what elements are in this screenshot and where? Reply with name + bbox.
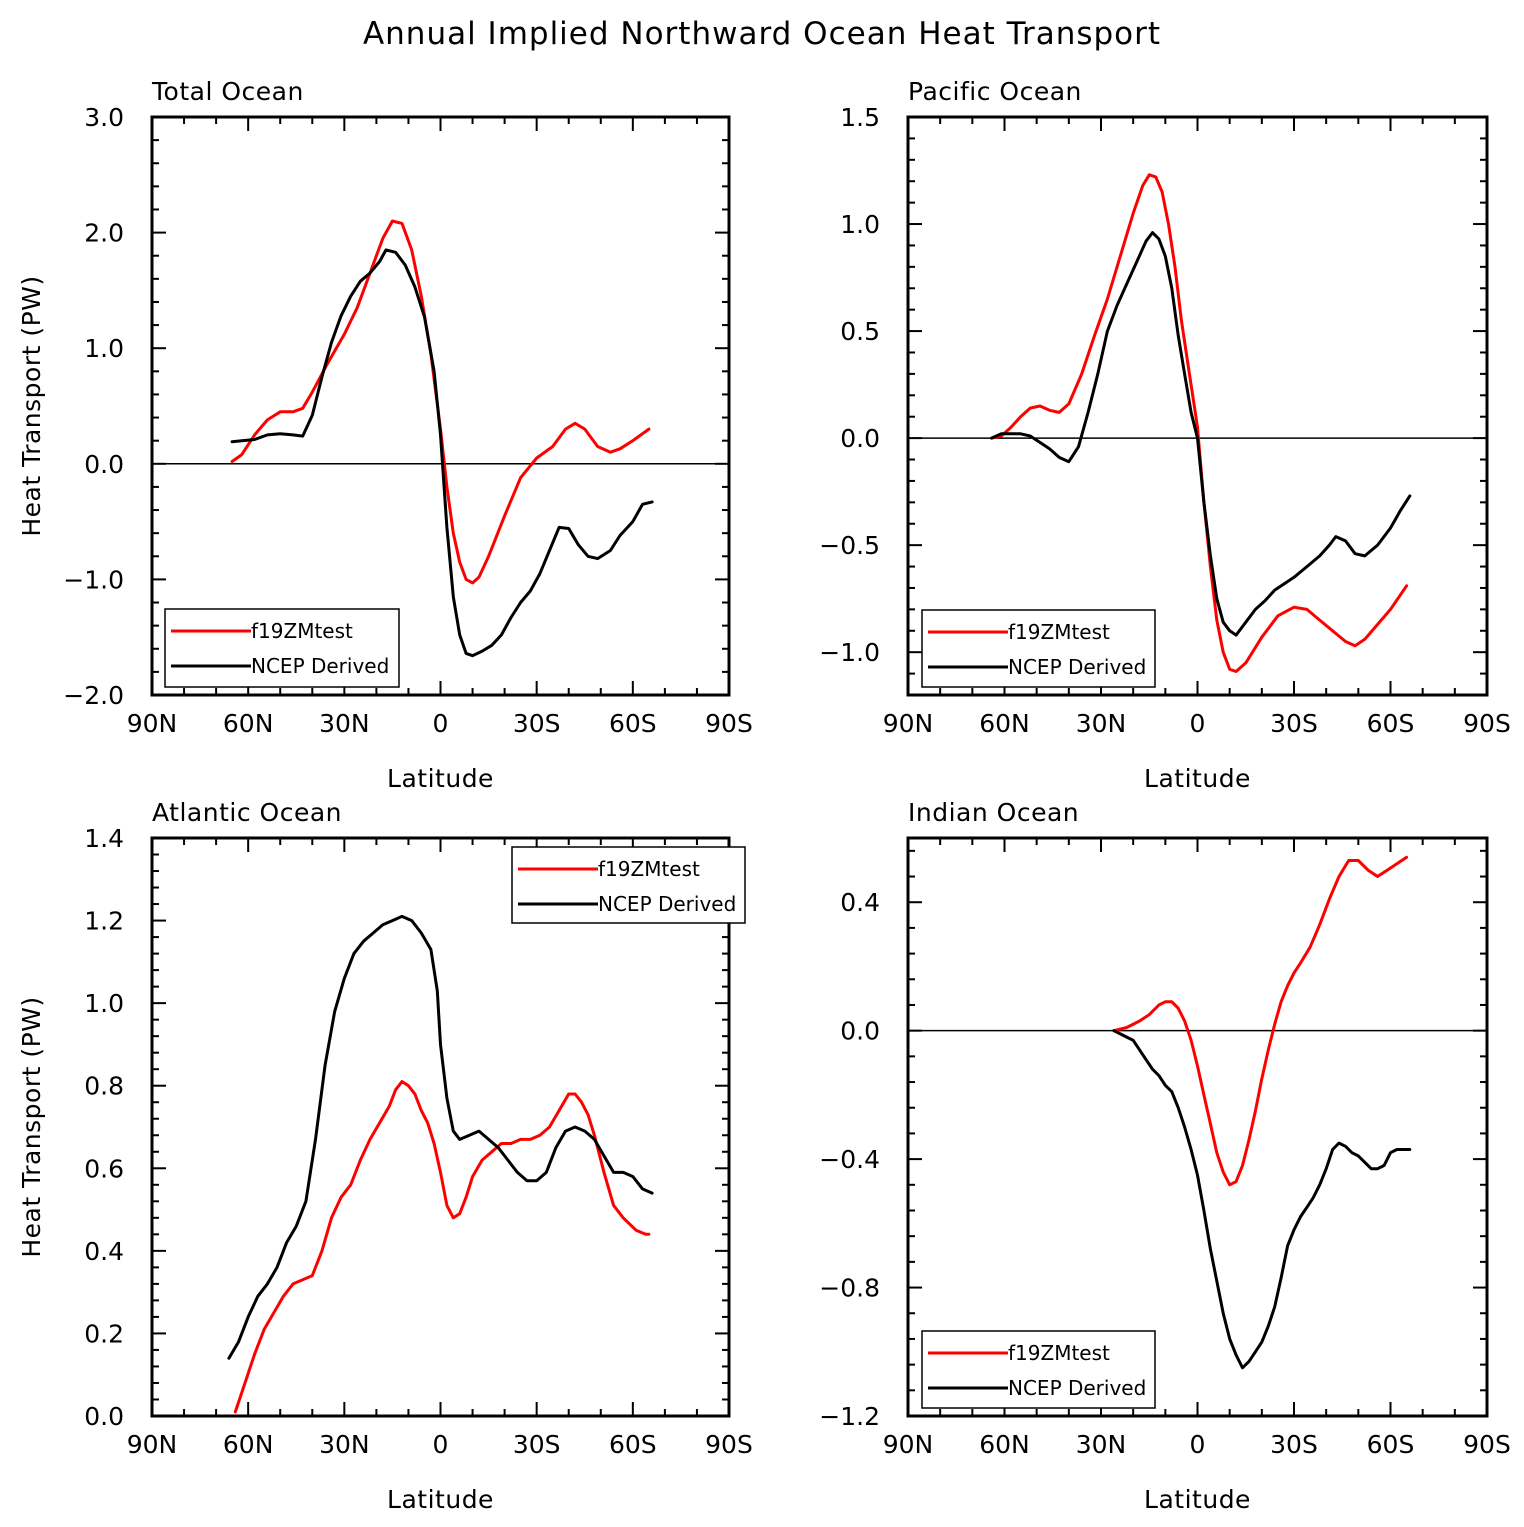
y-tick-label: 1.2 <box>84 907 124 936</box>
x-tick-label: 90N <box>883 709 934 738</box>
panel-2: Pacific Ocean 90N 60N 30N 0 30S 60S 90S −1.0 −0.5… <box>819 77 1511 793</box>
y-tick-label: 0.5 <box>840 317 880 346</box>
y-tick-label: 1.4 <box>84 824 124 853</box>
legend-label: NCEP Derived <box>251 654 389 678</box>
x-tick-label: 0 <box>1190 1430 1206 1459</box>
legend-box <box>511 846 746 924</box>
x-tick-label: 60S <box>609 1430 657 1459</box>
x-tick-label: 60N <box>223 1430 274 1459</box>
legend: f19ZMtest NCEP Derived <box>921 1330 1156 1409</box>
x-tick-label: 30N <box>319 709 370 738</box>
y-tick-label: 0.6 <box>84 1154 124 1183</box>
series-line-ncep-derived <box>230 248 654 658</box>
panel-title: Indian Ocean <box>908 798 1079 827</box>
y-tick-label: 0.0 <box>84 1402 124 1431</box>
plot-frame <box>906 115 1489 697</box>
x-tick-label: 0 <box>433 709 449 738</box>
series-line-ncep-derived <box>990 231 1412 637</box>
plot-frame <box>906 836 1489 1418</box>
panel-1: Total Ocean 90N 60N 30N 0 30S 60S 90S −2.0 −1.0 0.… <box>17 77 753 793</box>
panel-title: Atlantic Ocean <box>152 798 342 827</box>
legend: f19ZMtest NCEP Derived <box>164 608 400 688</box>
x-tick-label: 90N <box>883 1430 934 1459</box>
x-tick-label: 30N <box>1076 709 1127 738</box>
x-tick-label: 30N <box>319 1430 370 1459</box>
y-tick-label: 0.0 <box>84 450 124 479</box>
y-axis-label: Heat Transport (PW) <box>17 275 46 536</box>
series-line-ncep-derived <box>227 914 654 1360</box>
series-line-f19zmtest <box>990 173 1409 673</box>
panels: Total Ocean 90N 60N 30N 0 30S 60S 90S −2.0 −1.0 0.… <box>17 77 1511 1514</box>
x-tick-label: 30S <box>513 709 561 738</box>
x-tick-label: 60N <box>223 709 274 738</box>
series-line-f19zmtest <box>1112 855 1409 1187</box>
y-tick-label: −0.5 <box>819 531 880 560</box>
y-tick-label: 0.2 <box>84 1319 124 1348</box>
legend-label: f19ZMtest <box>598 857 700 881</box>
y-tick-label: 0.0 <box>840 424 880 453</box>
legend-box <box>164 608 400 688</box>
legend-label: NCEP Derived <box>1008 655 1146 679</box>
y-tick-label: 1.0 <box>840 210 880 239</box>
x-tick-label: 30S <box>1270 1430 1318 1459</box>
legend: f19ZMtest NCEP Derived <box>511 846 746 924</box>
x-tick-label: 90S <box>1463 1430 1511 1459</box>
panel-3: Atlantic Ocean 90N 60N 30N 0 30S 60S 90S 0.0 0.2 0… <box>17 798 753 1514</box>
plot-frame <box>150 836 731 1418</box>
y-tick-label: 0.4 <box>840 888 880 917</box>
legend-label: NCEP Derived <box>1008 1376 1146 1400</box>
panel-title: Pacific Ocean <box>908 77 1082 106</box>
legend-label: f19ZMtest <box>251 619 353 643</box>
legend-box <box>921 1330 1156 1409</box>
x-tick-label: 0 <box>1190 709 1206 738</box>
x-tick-label: 0 <box>433 1430 449 1459</box>
x-tick-label: 60S <box>609 709 657 738</box>
y-tick-label: 0.4 <box>84 1237 124 1266</box>
y-tick-label: 1.5 <box>840 103 880 132</box>
legend-label: NCEP Derived <box>598 892 736 916</box>
x-tick-label: 90S <box>705 709 753 738</box>
legend: f19ZMtest NCEP Derived <box>921 609 1156 688</box>
x-axis-label: Latitude <box>387 764 494 793</box>
figure-title: Annual Implied Northward Ocean Heat Tran… <box>363 16 1161 52</box>
x-axis-label: Latitude <box>1144 764 1251 793</box>
x-tick-label: 60S <box>1367 709 1415 738</box>
x-axis-label: Latitude <box>1144 1485 1251 1514</box>
y-tick-label: −0.8 <box>819 1274 880 1303</box>
x-tick-label: 60S <box>1367 1430 1415 1459</box>
legend-box <box>921 609 1156 688</box>
x-tick-label: 30N <box>1076 1430 1127 1459</box>
x-tick-label: 90N <box>127 709 178 738</box>
legend-label: f19ZMtest <box>1008 620 1110 644</box>
x-tick-label: 60N <box>979 709 1030 738</box>
y-tick-label: 0.8 <box>84 1072 124 1101</box>
x-axis-label: Latitude <box>387 1485 494 1514</box>
y-tick-label: −2.0 <box>63 681 124 710</box>
x-tick-label: 30S <box>1270 709 1318 738</box>
y-tick-label: −1.0 <box>63 565 124 594</box>
y-tick-label: −1.2 <box>819 1402 880 1431</box>
legend-label: f19ZMtest <box>1008 1341 1110 1365</box>
panel-title: Total Ocean <box>151 77 304 106</box>
y-tick-label: −0.4 <box>819 1145 880 1174</box>
x-tick-label: 90N <box>127 1430 178 1459</box>
y-tick-label: −1.0 <box>819 638 880 667</box>
y-tick-label: 0.0 <box>840 1017 880 1046</box>
series-line-f19zmtest <box>230 219 651 585</box>
y-tick-label: 2.0 <box>84 219 124 248</box>
x-tick-label: 90S <box>705 1430 753 1459</box>
x-tick-label: 90S <box>1463 709 1511 738</box>
y-tick-label: 3.0 <box>84 103 124 132</box>
x-tick-label: 30S <box>513 1430 561 1459</box>
series-line-ncep-derived <box>1112 1029 1412 1370</box>
x-tick-label: 60N <box>979 1430 1030 1459</box>
series-line-f19zmtest <box>233 1080 651 1414</box>
y-tick-label: 1.0 <box>84 989 124 1018</box>
y-axis-label: Heat Transport (PW) <box>17 996 46 1257</box>
y-tick-label: 1.0 <box>84 334 124 363</box>
panel-4: Indian Ocean 90N 60N 30N 0 30S 60S 90S −1.2 −0.8 −… <box>819 798 1511 1514</box>
